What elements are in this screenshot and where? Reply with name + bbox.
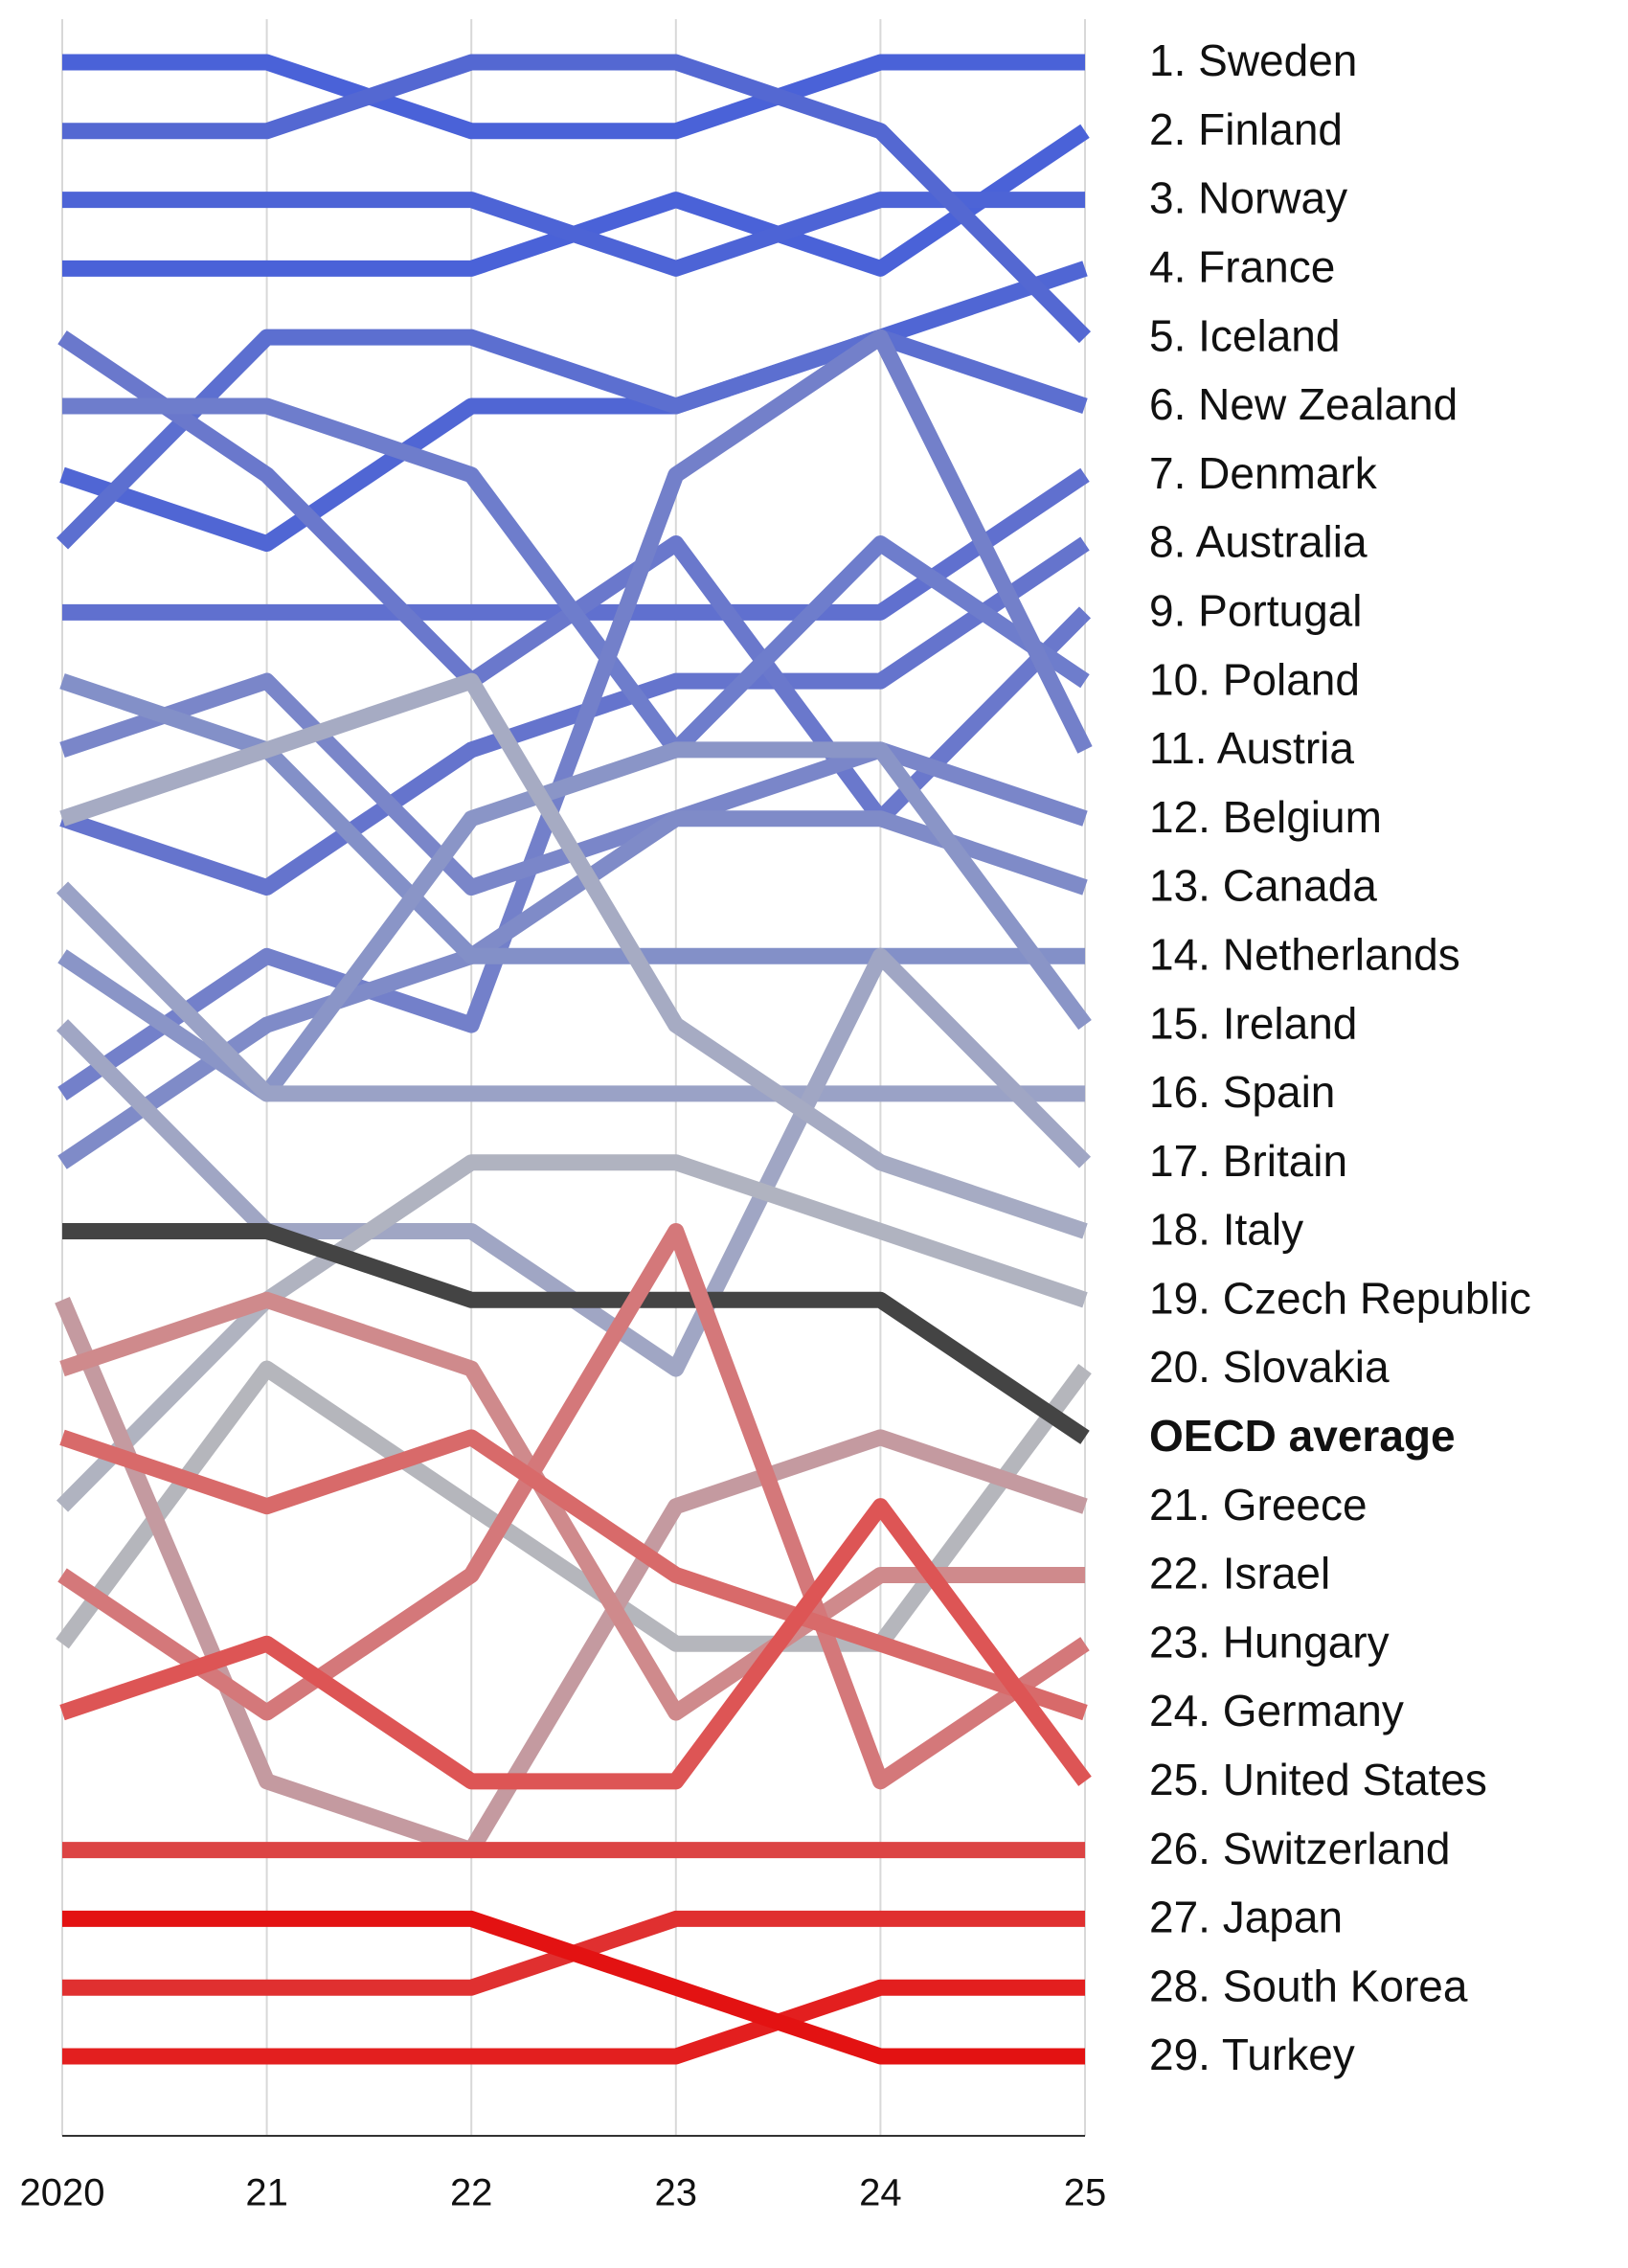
series-line xyxy=(62,397,1090,759)
legend-label: 18. Italy xyxy=(1149,1205,1303,1255)
x-tick-label: 21 xyxy=(245,2172,288,2214)
legend-label: 4. France xyxy=(1149,242,1335,292)
legend-label: 24. Germany xyxy=(1149,1686,1404,1735)
series-line xyxy=(56,329,1088,550)
series-line xyxy=(55,1296,1088,1859)
series-line xyxy=(62,1910,1085,2065)
series-line xyxy=(56,881,1085,1102)
legend-label: 5. Iceland xyxy=(1149,310,1340,360)
legend-label: 15. Ireland xyxy=(1149,998,1357,1048)
x-tick-label: 25 xyxy=(1064,2172,1107,2214)
legend-label: 1. Sweden xyxy=(1149,35,1357,85)
series-line xyxy=(59,672,1088,1239)
legend-label: 16. Spain xyxy=(1149,1067,1335,1117)
legend-label: 9. Portugal xyxy=(1149,586,1362,636)
legend-label: 20. Slovakia xyxy=(1149,1342,1390,1392)
series-line xyxy=(62,1222,1090,1444)
legend-label: 17. Britain xyxy=(1149,1136,1347,1186)
series-line xyxy=(59,1429,1088,1721)
series-line xyxy=(56,1154,1088,1512)
x-tick-label: 22 xyxy=(450,2172,493,2214)
series-line xyxy=(62,467,1090,621)
legend-label: 6. New Zealand xyxy=(1149,379,1458,429)
legend-label: 27. Japan xyxy=(1149,1893,1343,1942)
legend-label: 28. South Korea xyxy=(1149,1961,1468,2010)
legend-label: 3. Norway xyxy=(1149,173,1347,223)
legend-label: OECD average xyxy=(1149,1411,1456,1461)
series-line xyxy=(59,1291,1085,1721)
series-line xyxy=(59,261,1088,553)
legend-label: 8. Australia xyxy=(1149,517,1368,567)
series-line xyxy=(62,54,1085,140)
legend-label: 23. Hungary xyxy=(1149,1617,1390,1667)
legend-label: 14. Netherlands xyxy=(1149,929,1460,979)
legend-label: 2. Finland xyxy=(1149,104,1343,154)
legend-label: 25. United States xyxy=(1149,1755,1487,1804)
series-line xyxy=(62,54,1092,344)
legend-label: 19. Czech Republic xyxy=(1149,1273,1531,1323)
legend-label: 26. Switzerland xyxy=(1149,1824,1451,1873)
series-line xyxy=(56,1360,1092,1652)
legend-label: 29. Turkey xyxy=(1149,2030,1355,2079)
x-tick-label: 24 xyxy=(859,2172,902,2214)
legend-label: 10. Poland xyxy=(1149,654,1360,704)
legend-label: 13. Canada xyxy=(1149,861,1377,911)
series-line xyxy=(57,1222,1090,1790)
legend-label: 7. Denmark xyxy=(1149,448,1378,498)
legend-label: 12. Belgium xyxy=(1149,792,1382,842)
series-line xyxy=(57,329,1093,1100)
series-line xyxy=(59,536,1090,896)
series-line xyxy=(59,673,1085,964)
legend-label: 21. Greece xyxy=(1149,1480,1368,1530)
legend-label: 11. Austria xyxy=(1149,723,1354,773)
series-line xyxy=(62,1979,1085,2065)
series-line xyxy=(59,1498,1092,1790)
legend-label: 22. Israel xyxy=(1149,1549,1330,1599)
series-line xyxy=(62,192,1085,277)
x-tick-label: 2020 xyxy=(20,2172,105,2214)
x-tick-label: 23 xyxy=(655,2172,698,2214)
